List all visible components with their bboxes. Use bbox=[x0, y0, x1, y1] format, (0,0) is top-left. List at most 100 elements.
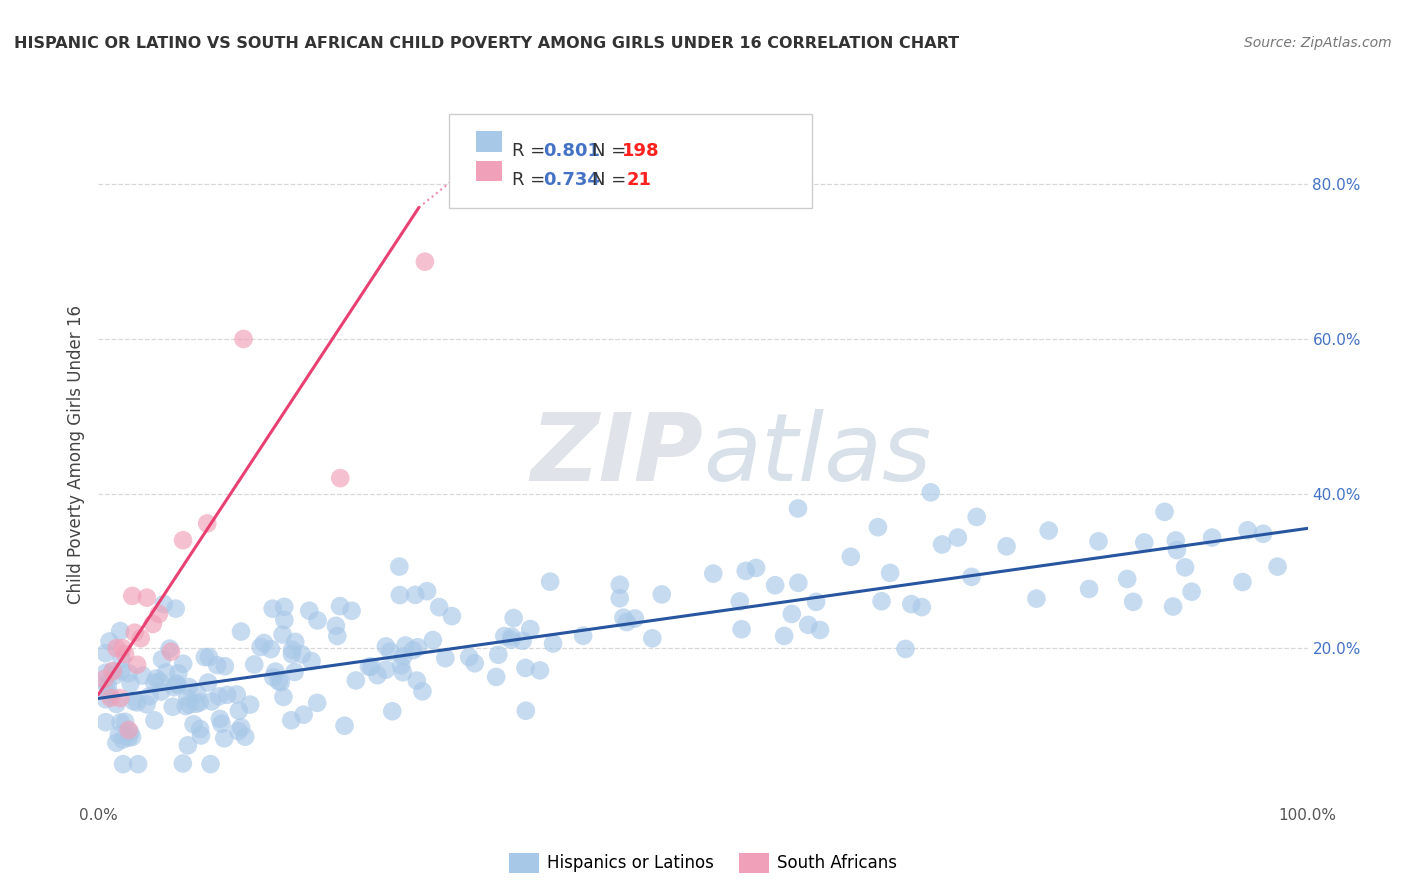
Point bbox=[292, 707, 315, 722]
Point bbox=[271, 627, 294, 641]
Point bbox=[404, 588, 426, 602]
Point bbox=[150, 652, 173, 666]
Point bbox=[94, 646, 117, 660]
Point bbox=[125, 695, 148, 709]
Point bbox=[1174, 560, 1197, 574]
Point bbox=[405, 673, 427, 688]
Point bbox=[122, 694, 145, 708]
Point bbox=[344, 673, 367, 688]
Point bbox=[174, 699, 197, 714]
Text: N =: N = bbox=[592, 171, 631, 189]
Point bbox=[486, 648, 509, 662]
Point bbox=[966, 510, 988, 524]
Point bbox=[515, 661, 537, 675]
Point bbox=[1038, 524, 1060, 538]
Point bbox=[413, 254, 436, 268]
Point bbox=[200, 757, 222, 772]
Point bbox=[284, 665, 307, 679]
Point bbox=[120, 676, 142, 690]
Point bbox=[239, 698, 262, 712]
Point bbox=[195, 516, 218, 531]
Point bbox=[262, 670, 284, 684]
Point bbox=[205, 658, 228, 673]
Point bbox=[402, 643, 425, 657]
Point bbox=[110, 715, 132, 730]
Point bbox=[745, 561, 768, 575]
Legend: Hispanics or Latinos, South Africans: Hispanics or Latinos, South Africans bbox=[502, 847, 904, 880]
Point bbox=[117, 666, 139, 681]
FancyBboxPatch shape bbox=[475, 131, 502, 153]
Point bbox=[112, 757, 135, 772]
Point bbox=[434, 651, 457, 665]
Point bbox=[920, 485, 942, 500]
Point bbox=[394, 639, 416, 653]
Point bbox=[870, 594, 893, 608]
Text: R =: R = bbox=[512, 142, 551, 160]
Point bbox=[183, 717, 205, 731]
Point bbox=[165, 677, 187, 691]
Point bbox=[114, 647, 136, 661]
Point bbox=[150, 684, 173, 698]
Point bbox=[538, 574, 561, 589]
Point bbox=[291, 648, 314, 662]
Point bbox=[214, 659, 236, 673]
Point bbox=[172, 657, 194, 671]
Point bbox=[225, 688, 247, 702]
Point bbox=[787, 575, 810, 590]
Point bbox=[101, 664, 124, 678]
Point bbox=[381, 704, 404, 718]
Text: 0.734: 0.734 bbox=[543, 171, 600, 189]
Point bbox=[374, 640, 396, 654]
Point bbox=[894, 642, 917, 657]
Point bbox=[281, 642, 304, 657]
Point bbox=[329, 599, 352, 614]
Point bbox=[162, 699, 184, 714]
Point bbox=[1116, 572, 1139, 586]
Point bbox=[1025, 591, 1047, 606]
Text: N =: N = bbox=[592, 142, 631, 160]
Point bbox=[728, 594, 751, 608]
Point bbox=[153, 597, 176, 611]
Point bbox=[307, 696, 329, 710]
Point bbox=[155, 665, 177, 680]
Point bbox=[198, 650, 221, 665]
Point bbox=[931, 537, 953, 551]
Text: 21: 21 bbox=[627, 171, 652, 189]
Point bbox=[416, 584, 439, 599]
Point bbox=[392, 665, 415, 680]
Point bbox=[249, 640, 271, 654]
Point bbox=[163, 680, 186, 694]
Point bbox=[612, 610, 634, 624]
Point bbox=[374, 663, 396, 677]
Point bbox=[1232, 574, 1254, 589]
Point bbox=[529, 664, 551, 678]
Point bbox=[406, 640, 429, 655]
Text: ZIP: ZIP bbox=[530, 409, 703, 501]
Point bbox=[145, 672, 167, 686]
Text: Source: ZipAtlas.com: Source: ZipAtlas.com bbox=[1244, 36, 1392, 50]
FancyBboxPatch shape bbox=[449, 114, 811, 208]
Point bbox=[177, 739, 200, 753]
Point bbox=[190, 728, 212, 742]
Point bbox=[264, 665, 287, 679]
Point bbox=[105, 736, 128, 750]
Point bbox=[388, 588, 411, 602]
Point bbox=[148, 607, 170, 621]
Point bbox=[389, 658, 412, 673]
Point bbox=[360, 659, 382, 673]
Point bbox=[572, 629, 595, 643]
Point bbox=[651, 587, 673, 601]
Point bbox=[105, 641, 128, 656]
Point bbox=[1164, 533, 1187, 548]
Point bbox=[167, 666, 190, 681]
Point bbox=[186, 697, 208, 711]
Point bbox=[111, 641, 134, 656]
Text: 198: 198 bbox=[621, 142, 659, 160]
Point bbox=[1166, 543, 1188, 558]
Point bbox=[110, 664, 132, 678]
Point bbox=[143, 675, 166, 690]
Point bbox=[946, 531, 969, 545]
Point bbox=[464, 657, 486, 671]
Point bbox=[114, 714, 136, 729]
Text: atlas: atlas bbox=[703, 409, 931, 500]
